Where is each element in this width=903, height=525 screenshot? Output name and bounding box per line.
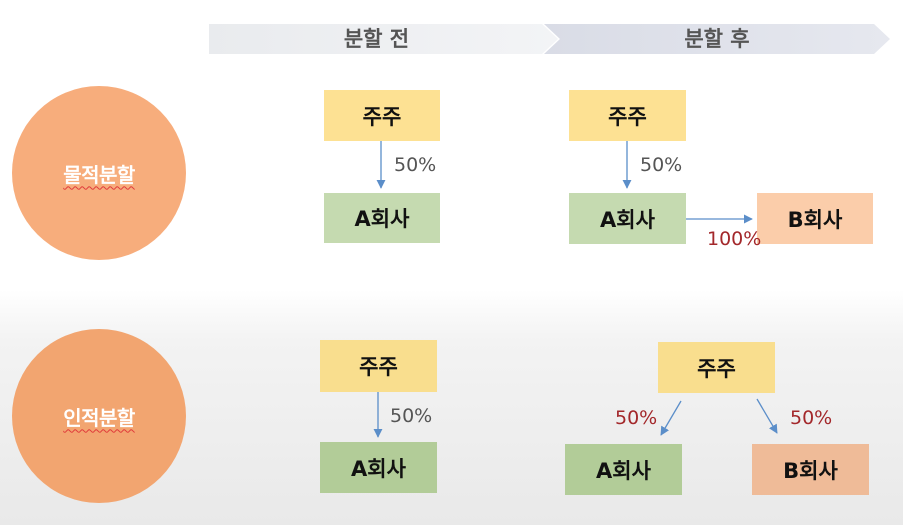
physical-before-company-a-box: A회사	[324, 193, 440, 243]
personal-after-shareholder-label: 주주	[697, 356, 736, 381]
header-chevrons	[209, 24, 890, 54]
physical-after-company-b-box: B회사	[757, 193, 873, 244]
physical-split-circle: 물적분할	[12, 86, 186, 260]
personal-after-pct-shareholder-a: 50%	[615, 407, 658, 429]
personal-after-company-a-box: A회사	[565, 444, 682, 495]
physical-after-pct-shareholder-a: 50%	[640, 154, 683, 176]
personal-after-pct-shareholder-b: 50%	[790, 407, 833, 429]
after-chevron	[544, 24, 890, 54]
physical-after-company-b-label: B회사	[787, 207, 843, 232]
physical-after-shareholder-label: 주주	[608, 104, 647, 129]
header-after-label: 분할 후	[684, 27, 750, 51]
physical-before-company-a-label: A회사	[354, 207, 410, 231]
arrow-personal-after-shareholder-b	[756, 398, 778, 434]
personal-after-company-a-label: A회사	[596, 458, 651, 483]
physical-after-company-a-label: A회사	[600, 207, 655, 232]
personal-before-shareholder-label: 주주	[359, 355, 398, 379]
personal-before-shareholder-box: 주주	[320, 340, 437, 392]
before-chevron	[209, 24, 558, 54]
personal-before-pct: 50%	[390, 405, 433, 427]
arrow-personal-after-shareholder-a	[660, 400, 682, 436]
physical-before-pct: 50%	[394, 154, 437, 176]
physical-after-shareholder-box: 주주	[569, 90, 686, 141]
personal-after-shareholder-box: 주주	[658, 342, 775, 393]
personal-before-company-a-label: A회사	[351, 456, 406, 481]
physical-before-shareholder-label: 주주	[362, 104, 402, 129]
physical-split-label: 물적분할	[63, 162, 135, 187]
physical-after-company-a-box: A회사	[569, 193, 686, 244]
physical-before-shareholder-box: 주주	[324, 90, 440, 141]
personal-split-circle: 인적분할	[12, 329, 186, 503]
personal-split-label: 인적분할	[63, 405, 135, 430]
personal-after-company-b-label: B회사	[783, 458, 838, 483]
personal-after-company-b-box: B회사	[752, 444, 869, 495]
physical-after-pct-a-b: 100%	[707, 228, 762, 250]
personal-before-company-a-box: A회사	[320, 442, 437, 493]
header-before-label: 분할 전	[343, 27, 410, 51]
